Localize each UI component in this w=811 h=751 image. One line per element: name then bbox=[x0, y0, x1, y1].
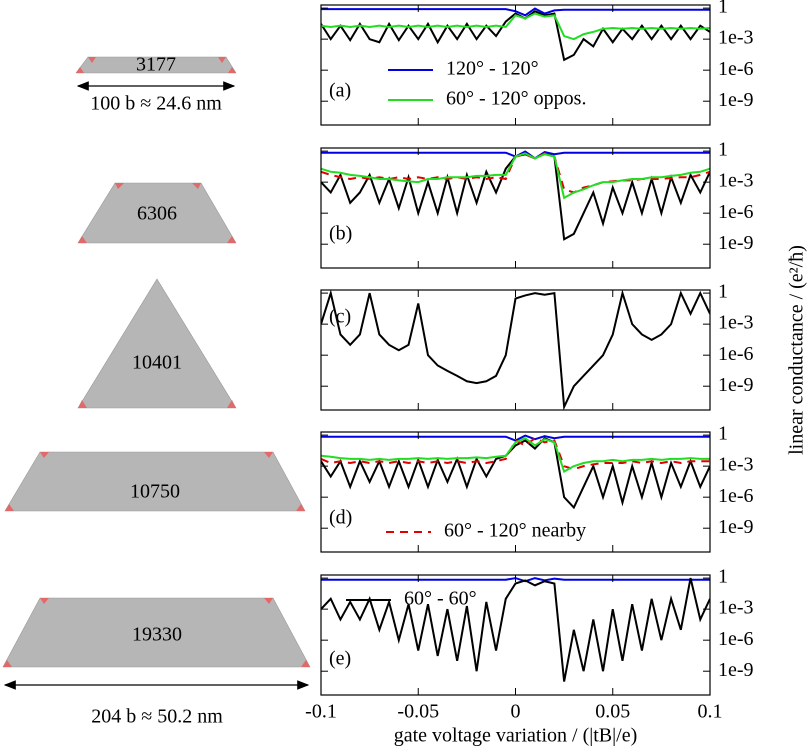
panel-label: (e) bbox=[329, 648, 351, 670]
x-tick-label: 0 bbox=[511, 701, 521, 723]
series-line bbox=[321, 577, 710, 682]
plot-frame bbox=[320, 289, 711, 411]
y-axis-label: linear conductance / (e²/ħ) bbox=[786, 245, 808, 455]
y-tick-label: 1e-3 bbox=[718, 170, 754, 192]
y-tick-label: 1e-6 bbox=[718, 485, 754, 507]
x-axis-label: gate voltage variation / (|tB|/e) bbox=[394, 725, 637, 747]
plot-frame bbox=[320, 147, 711, 269]
structure-label: 10401 bbox=[132, 352, 182, 374]
y-tick-label: 1e-6 bbox=[718, 343, 754, 365]
y-tick-label: 1 bbox=[718, 281, 728, 303]
legend-label: 60° - 120° oppos. bbox=[446, 88, 586, 110]
scale-label: 100 b ≈ 24.6 nm bbox=[90, 93, 222, 115]
y-tick-label: 1e-9 bbox=[718, 516, 754, 538]
legend-label: 120° - 120° bbox=[446, 58, 539, 80]
panel-label: (b) bbox=[329, 223, 352, 245]
y-tick-label: 1e-6 bbox=[718, 58, 754, 80]
series-line bbox=[321, 152, 710, 194]
y-tick-label: 1 bbox=[718, 423, 728, 445]
y-tick-label: 1e-9 bbox=[718, 89, 754, 111]
y-tick-label: 1 bbox=[718, 139, 728, 161]
y-tick-label: 1e-3 bbox=[718, 597, 754, 619]
y-tick-label: 1 bbox=[718, 0, 728, 18]
series-line bbox=[321, 437, 710, 510]
scale-label: 204 b ≈ 50.2 nm bbox=[91, 706, 223, 728]
y-tick-label: 1e-6 bbox=[718, 628, 754, 650]
legend-label: 60° - 120° nearby bbox=[444, 520, 586, 542]
panel-label: (a) bbox=[329, 80, 351, 102]
x-tick-label: 0.05 bbox=[595, 701, 630, 723]
series-line bbox=[321, 290, 710, 410]
series-line bbox=[321, 437, 710, 474]
series-line bbox=[321, 12, 710, 41]
x-tick-label: 0.1 bbox=[698, 701, 723, 723]
plot-frame bbox=[320, 574, 711, 696]
series-line bbox=[321, 434, 710, 442]
structures: 3177 100 b ≈ 24.6 nm 6306 10401 10750 19… bbox=[2, 54, 311, 728]
structure-shape bbox=[77, 278, 237, 409]
y-tick-label: 1e-9 bbox=[718, 374, 754, 396]
structure-label: 3177 bbox=[136, 54, 176, 76]
structure-label: 19330 bbox=[132, 624, 182, 646]
y-tick-label: 1e-9 bbox=[718, 659, 754, 681]
series-line bbox=[321, 152, 710, 241]
legend-label: 60° - 60° bbox=[404, 588, 477, 610]
y-tick-label: 1e-3 bbox=[718, 27, 754, 49]
panel-label: (c) bbox=[329, 306, 351, 328]
y-tick-label: 1e-3 bbox=[718, 454, 754, 476]
x-tick-label: -0.05 bbox=[397, 701, 439, 723]
y-tick-label: 1e-6 bbox=[718, 201, 754, 223]
x-tick-label: -0.1 bbox=[305, 701, 337, 723]
y-tick-label: 1 bbox=[718, 566, 728, 588]
series-line bbox=[321, 152, 710, 200]
y-tick-label: 1e-9 bbox=[718, 232, 754, 254]
structure-label: 10750 bbox=[130, 481, 180, 503]
series-line bbox=[321, 10, 710, 62]
panel-label: (d) bbox=[329, 507, 352, 529]
y-tick-label: 1e-3 bbox=[718, 312, 754, 334]
structure-label: 6306 bbox=[137, 203, 177, 225]
